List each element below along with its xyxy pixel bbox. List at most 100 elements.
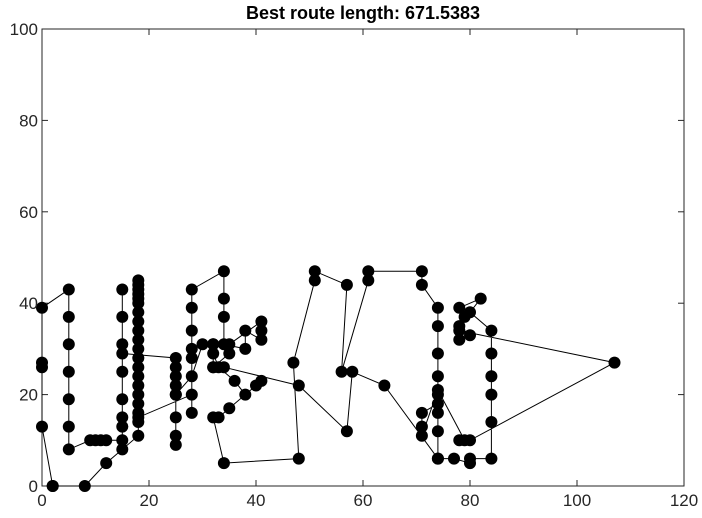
city-point (36, 356, 48, 369)
city-point (485, 452, 498, 465)
city-point (308, 265, 321, 278)
city-point (415, 406, 428, 419)
city-point (431, 320, 444, 333)
y-tick-label: 40 (19, 294, 38, 313)
city-point (132, 429, 145, 442)
city-point (116, 411, 129, 424)
city-point (169, 352, 182, 364)
city-point (217, 265, 230, 278)
city-point (169, 438, 182, 451)
city-point (608, 356, 621, 369)
city-point (415, 420, 428, 433)
city-point (485, 388, 498, 401)
city-point (116, 347, 129, 360)
x-tick-label: 0 (37, 491, 46, 510)
city-point (485, 324, 498, 337)
x-tick-label: 60 (354, 491, 373, 510)
city-point (185, 283, 198, 296)
city-point (223, 338, 236, 351)
city-point (132, 324, 145, 337)
city-point (217, 292, 230, 305)
city-point (132, 411, 145, 424)
city-point (185, 370, 198, 383)
city-point (84, 434, 97, 447)
city-point (169, 370, 182, 383)
city-point (223, 347, 236, 360)
tick-labels: 0 20 40 60 80 100 120 0 20 40 60 80 100 (10, 20, 699, 510)
city-point (255, 324, 268, 337)
city-point (239, 324, 252, 337)
city-point (340, 278, 353, 291)
city-point (62, 310, 75, 323)
city-point (46, 480, 59, 492)
city-point (207, 347, 220, 360)
city-point (185, 324, 198, 337)
city-point (485, 416, 498, 428)
city-point (116, 434, 129, 447)
city-point (431, 384, 444, 396)
city-point (217, 457, 230, 470)
city-point (415, 278, 428, 291)
city-point (378, 379, 391, 392)
city-point (169, 388, 182, 401)
x-tick-label: 120 (670, 491, 698, 510)
city-point (431, 301, 444, 314)
city-point (36, 301, 48, 314)
city-point (132, 361, 145, 374)
city-point (132, 274, 145, 287)
y-tick-label: 20 (19, 386, 38, 405)
city-point (132, 283, 145, 296)
city-point (62, 338, 75, 351)
city-point (116, 365, 129, 378)
city-point (132, 342, 145, 355)
x-tick-label: 40 (247, 491, 266, 510)
city-markers (36, 265, 621, 492)
y-tick-label: 80 (19, 111, 38, 130)
city-point (485, 370, 498, 383)
city-point (62, 283, 75, 296)
city-point (132, 306, 145, 319)
city-point (287, 356, 300, 369)
city-point (116, 420, 129, 433)
city-point (132, 379, 145, 392)
city-point (415, 265, 428, 278)
city-point (362, 274, 375, 287)
city-point (292, 379, 305, 392)
city-point (132, 370, 145, 383)
city-point (448, 452, 460, 465)
city-point (62, 420, 75, 433)
y-tick-label: 0 (29, 477, 38, 496)
city-point (217, 361, 230, 374)
plot-axes (41, 28, 685, 487)
city-point (207, 411, 220, 424)
city-point (458, 434, 471, 447)
city-point (169, 429, 182, 442)
city-point (185, 342, 198, 355)
city-point (431, 425, 444, 438)
y-tick-label: 60 (19, 203, 38, 222)
city-point (431, 370, 444, 383)
city-point (132, 333, 145, 346)
city-point (116, 338, 129, 351)
city-point (132, 315, 145, 328)
city-point (196, 338, 209, 351)
city-point (453, 333, 466, 346)
city-point (217, 310, 230, 323)
city-point (185, 406, 198, 419)
city-point (458, 310, 471, 323)
city-point (464, 452, 476, 465)
city-point (228, 374, 241, 387)
city-point (255, 315, 268, 328)
city-point (132, 388, 145, 401)
x-tick-label: 80 (461, 491, 480, 510)
city-point (169, 379, 182, 392)
city-point (474, 292, 487, 305)
city-point (431, 406, 444, 419)
city-point (116, 443, 129, 456)
city-point (185, 301, 198, 314)
city-point (340, 425, 353, 438)
city-point (62, 393, 75, 406)
city-point (346, 365, 359, 378)
city-point (431, 397, 444, 410)
